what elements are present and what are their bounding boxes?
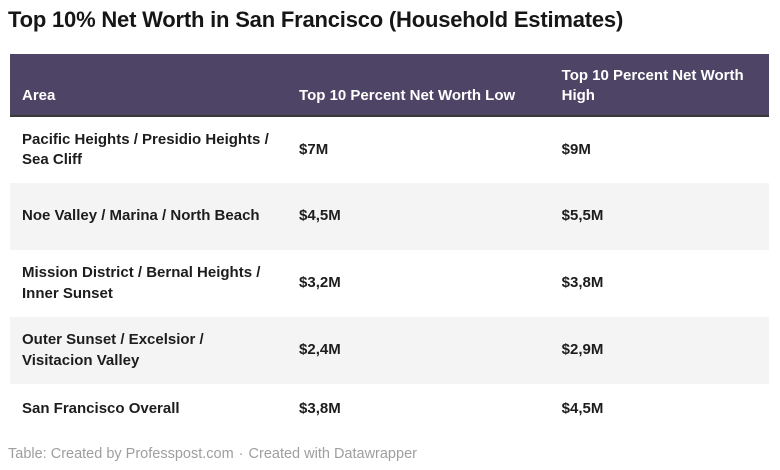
- table-container: Area Top 10 Percent Net Worth Low Top 10…: [10, 54, 769, 434]
- area-cell: Pacific Heights / Presidio Heights / Sea…: [22, 130, 269, 168]
- header-row: Area Top 10 Percent Net Worth Low Top 10…: [10, 54, 769, 117]
- column-header-area: Area: [10, 54, 288, 117]
- table-row: Noe Valley / Marina / North Beach $4,5M …: [10, 183, 769, 250]
- value-cell-low: $4,5M: [299, 207, 341, 225]
- table-body: Pacific Heights / Presidio Heights / Sea…: [10, 116, 769, 434]
- value-cell-low: $7M: [299, 140, 329, 158]
- footer-separator: ·: [238, 446, 244, 462]
- table-row: Pacific Heights / Presidio Heights / Sea…: [10, 116, 769, 183]
- table-row: Outer Sunset / Excelsior / Visitacion Va…: [10, 317, 769, 384]
- net-worth-table: Area Top 10 Percent Net Worth Low Top 10…: [10, 54, 769, 434]
- value-cell-low: $2,4M: [299, 341, 341, 359]
- area-cell: Outer Sunset / Excelsior / Visitacion Va…: [22, 331, 204, 369]
- area-cell: Mission District / Bernal Heights / Inne…: [22, 264, 261, 302]
- value-cell-low: $3,8M: [299, 399, 341, 417]
- column-header-net-worth-high: Top 10 Percent Net Worth High: [549, 54, 769, 117]
- attribution-source-link[interactable]: Table: Created by Professpost.com: [8, 446, 234, 462]
- area-cell: San Francisco Overall: [22, 399, 180, 417]
- attribution-footer: Table: Created by Professpost.com · Create…: [8, 444, 780, 464]
- value-cell-high: $9M: [561, 140, 591, 158]
- value-cell-high: $3,8M: [561, 274, 604, 292]
- value-cell-low: $3,2M: [299, 274, 341, 292]
- page-title: Top 10% Net Worth in San Francisco (Hous…: [8, 7, 624, 32]
- datawrapper-credit-link[interactable]: Created with Datawrapper: [248, 446, 417, 462]
- column-header-net-worth-low: Top 10 Percent Net Worth Low: [287, 54, 550, 117]
- value-cell-high: $2,9M: [561, 341, 604, 359]
- value-cell-high: $5,5M: [561, 207, 604, 225]
- area-cell: Noe Valley / Marina / North Beach: [22, 207, 260, 225]
- table-row: Mission District / Bernal Heights / Inne…: [10, 250, 769, 317]
- value-cell-high: $4,5M: [561, 399, 604, 417]
- table-header: Area Top 10 Percent Net Worth Low Top 10…: [10, 54, 769, 117]
- table-row: San Francisco Overall $3,8M $4,5M: [10, 384, 769, 434]
